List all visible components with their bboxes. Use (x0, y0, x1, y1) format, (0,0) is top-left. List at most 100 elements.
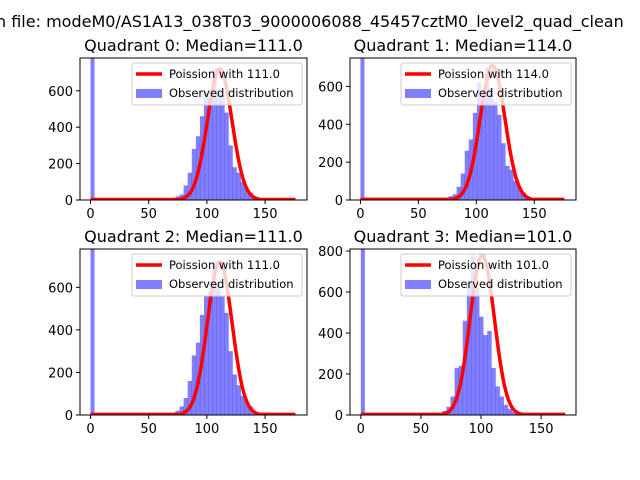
axes-frame (349, 57, 577, 201)
legend: Poission with 101.0 Observed distribution (400, 253, 572, 297)
hist-bar (228, 145, 233, 200)
hist-bar (203, 295, 209, 415)
x-tick-label: 50 (410, 207, 427, 222)
y-tick-label: 200 (48, 366, 73, 381)
subplot-title: Quadrant 2: Median=111.0 (84, 227, 303, 246)
axes-frame (79, 248, 308, 416)
hist-bar (460, 173, 466, 200)
x-tick-label: 150 (253, 422, 278, 437)
y-tick-label: 600 (318, 80, 343, 95)
legend: Poission with 111.0 Observed distribution (131, 253, 303, 297)
hist-bar (360, 249, 365, 415)
hist-bar (501, 143, 506, 200)
legend: Poission with 114.0 Observed distribution (400, 62, 572, 106)
y-tick-label: 200 (318, 368, 343, 383)
hist-bar (489, 88, 494, 200)
subplot-title: Quadrant 1: Median=114.0 (354, 36, 573, 55)
legend-label-observed: Observed distribution (438, 86, 563, 100)
hist-bar (493, 101, 498, 200)
y-tick-label: 0 (65, 194, 73, 209)
y-tick-label: 200 (318, 156, 343, 171)
hist-bar (236, 172, 241, 200)
legend-label-poisson: Poission with 114.0 (438, 67, 549, 81)
hist-bar (487, 330, 492, 415)
legend-label-poisson: Poission with 111.0 (169, 258, 280, 272)
x-tick-label: 0 (357, 422, 365, 437)
hist-bar (240, 181, 246, 200)
x-tick-label: 100 (194, 422, 219, 437)
hist-bar (212, 68, 217, 200)
x-tick-label: 150 (522, 207, 547, 222)
subplot-quadrant-1: 0 50 100 150 0 200 400 600 Quadrant 1: Median=11… (318, 36, 577, 222)
hist-bar (507, 408, 513, 415)
hist-bar (244, 189, 250, 200)
y-tick-label: 0 (65, 409, 73, 424)
legend-box (400, 253, 572, 297)
hist-bar (232, 374, 237, 415)
y-tick-label: 400 (318, 327, 343, 342)
hist-bar (491, 367, 496, 415)
hist-bar (187, 172, 193, 200)
x-tick-label: 50 (140, 422, 157, 437)
hist-bar (470, 255, 476, 415)
x-tick-label: 0 (356, 207, 364, 222)
subplot-quadrant-3: 0 50 100 150 0 200 400 600 800 Quadrant 3: Median… (318, 227, 577, 437)
subplot-title: Quadrant 0: Median=111.0 (84, 36, 303, 55)
legend-box (131, 62, 303, 106)
legend-label-observed: Observed distribution (438, 277, 563, 291)
hist-bar (485, 67, 490, 200)
hist-bar (499, 396, 504, 415)
legend-label-poisson: Poission with 111.0 (169, 67, 280, 81)
hist-bar (216, 90, 221, 200)
hist-bar (183, 397, 188, 415)
y-tick-label: 400 (318, 118, 343, 133)
y-tick-label: 600 (48, 85, 73, 100)
hist-bar (183, 185, 188, 200)
hist-bar (503, 404, 509, 415)
hist-bar (458, 365, 464, 415)
hist-bar (191, 355, 197, 415)
hist-bar (240, 395, 246, 415)
hist-bar (476, 82, 482, 200)
hist-bar (224, 112, 229, 200)
hist-bar (236, 385, 241, 415)
hist-bar (220, 295, 225, 415)
legend-box (131, 253, 303, 297)
legend-box (400, 62, 572, 106)
hist-bar (232, 167, 237, 200)
legend-label-observed: Observed distribution (169, 277, 294, 291)
legend-hist-swatch (405, 280, 431, 289)
hist-bar (90, 249, 95, 415)
y-tick-label: 200 (48, 158, 73, 173)
hist-bar (517, 188, 522, 200)
plot-area (360, 249, 566, 415)
x-tick-label: 150 (529, 422, 554, 437)
y-tick-label: 400 (48, 324, 73, 339)
hist-bar (479, 316, 484, 415)
hist-bar (220, 94, 225, 200)
legend-hist-swatch (405, 89, 431, 98)
y-tick-label: 0 (335, 194, 343, 209)
x-tick-label: 0 (86, 207, 94, 222)
legend-hist-swatch (136, 280, 162, 289)
y-tick-label: 800 (318, 245, 343, 260)
axes-frame (79, 57, 308, 201)
hist-bar (464, 150, 470, 200)
hist-bar (90, 58, 95, 200)
plot-area (89, 249, 296, 415)
hist-bar (224, 312, 229, 415)
x-tick-label: 100 (469, 422, 494, 437)
y-tick-label: 600 (48, 281, 73, 296)
hist-bar (456, 186, 461, 200)
poisson-curve (89, 260, 296, 415)
hist-bar (513, 181, 518, 200)
hist-bar (509, 169, 514, 200)
hist-bar (360, 58, 365, 200)
y-tick-label: 600 (318, 286, 343, 301)
legend-label-observed: Observed distribution (169, 86, 294, 100)
subplot-quadrant-0: 0 50 100 150 0 200 400 600 Quadrant 0: Median=11… (48, 36, 308, 222)
hist-bar (244, 402, 250, 415)
hist-bar (208, 98, 213, 200)
legend: Poission with 111.0 Observed distribution (131, 62, 303, 106)
